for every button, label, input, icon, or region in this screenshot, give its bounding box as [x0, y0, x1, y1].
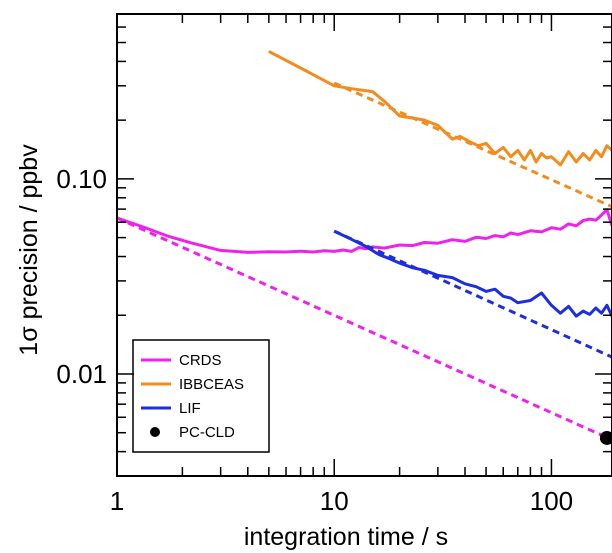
series-ibbceas-fit-line	[333, 81, 612, 209]
y-axis-title: 1σ precision / ppbv	[15, 144, 43, 356]
x-tick-label: 100	[530, 486, 573, 516]
series-crds-fit-line	[117, 216, 612, 442]
plot-frame	[116, 13, 612, 477]
series-pc-cld-point	[599, 430, 612, 445]
series-lif-measured-line	[333, 229, 612, 318]
legend: CRDS IBBCEAS LIF PC-CLD	[132, 339, 270, 453]
axes: 1 10 100 0.01 0.10	[56, 13, 612, 516]
x-tick-label: 1	[110, 486, 124, 516]
x-tick-label: 10	[320, 486, 349, 516]
legend-label-ibbceas: IBBCEAS	[179, 376, 244, 393]
x-axis-title: integration time / s	[244, 523, 448, 551]
series-lif-fit-line	[333, 229, 612, 359]
series-crds-measured-line	[117, 208, 612, 254]
series-ibbceas-measured-line	[268, 50, 612, 167]
y-tick-label: 0.01	[56, 359, 107, 389]
legend-label-crds: CRDS	[179, 352, 222, 369]
series-layer	[117, 50, 612, 445]
legend-label-pc-cld: PC-CLD	[179, 424, 235, 441]
legend-label-lif: LIF	[179, 400, 201, 417]
y-tick-label: 0.10	[56, 164, 107, 194]
legend-marker-pc-cld	[150, 427, 160, 437]
